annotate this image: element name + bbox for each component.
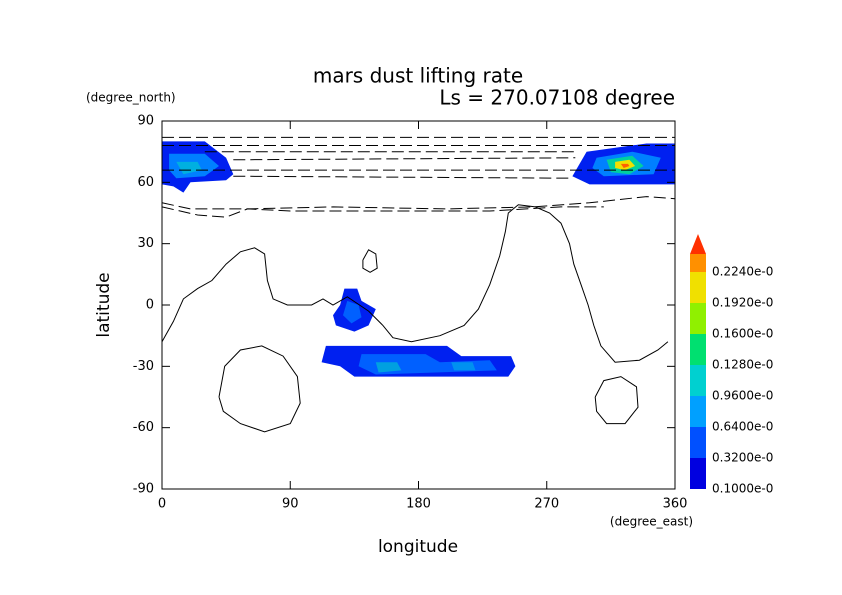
x-tick-label: 90	[282, 497, 299, 512]
y-tick-label: -30	[133, 359, 154, 374]
colorbar-label: 0.1920e-0	[712, 296, 773, 310]
filled-region	[375, 362, 402, 373]
y-tick-label: 0	[146, 298, 154, 313]
filled-region	[343, 300, 362, 324]
colorbar-band	[690, 254, 706, 272]
chart-subtitle: Ls = 270.07108 degree	[439, 86, 675, 110]
contour-line	[218, 345, 301, 433]
colorbar-band	[690, 458, 706, 489]
colorbar-label: 0.1000e-0	[712, 482, 773, 496]
colorbar-label: 0.6400e-0	[712, 420, 773, 434]
colorbar-band	[690, 365, 706, 396]
filled-region	[451, 362, 476, 371]
chart-title: mars dust lifting rate	[313, 64, 523, 88]
contour-line	[362, 249, 378, 273]
y-axis-label: latitude	[94, 272, 114, 337]
contour-line	[161, 206, 604, 218]
y-tick-label: -90	[133, 482, 154, 497]
colorbar-band	[690, 334, 706, 365]
contour-line	[161, 204, 669, 363]
colorbar-label: 0.2240e-0	[712, 265, 773, 279]
filled-region	[176, 161, 202, 175]
colorbar-label: 0.1600e-0	[712, 327, 773, 341]
colorbar-label: 0.9600e-0	[712, 389, 773, 403]
y-tick-label: -60	[133, 420, 154, 435]
x-tick-label: 180	[406, 497, 431, 512]
y-tick-label: 90	[137, 114, 154, 129]
contour-line	[161, 196, 676, 210]
x-unit: (degree_east)	[610, 515, 693, 529]
x-tick-label: 360	[663, 497, 688, 512]
contour-line	[233, 157, 576, 161]
x-tick-label: 0	[158, 497, 166, 512]
colorbar-label: 0.3200e-0	[712, 451, 773, 465]
filled-region	[620, 163, 630, 168]
contour-line	[594, 376, 639, 425]
y-tick-label: 60	[137, 175, 154, 190]
colorbar-band	[690, 427, 706, 458]
y-tick-label: 30	[137, 236, 154, 251]
colorbar-tip	[690, 234, 706, 254]
x-axis-label: longitude	[378, 537, 458, 557]
y-unit: (degree_north)	[86, 91, 176, 105]
colorbar-label: 0.1280e-0	[712, 358, 773, 372]
colorbar-band	[690, 396, 706, 427]
contour-line	[233, 175, 573, 179]
colorbar-band	[690, 303, 706, 334]
x-tick-label: 270	[534, 497, 559, 512]
colorbar-band	[690, 272, 706, 303]
